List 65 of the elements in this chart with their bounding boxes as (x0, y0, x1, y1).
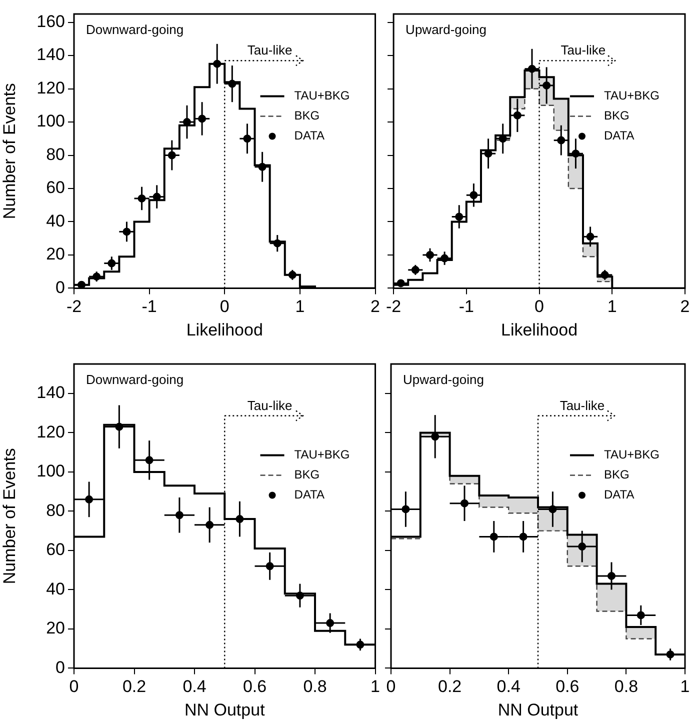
y-tick-label: 100 (36, 462, 65, 481)
x-tick-label: 0 (69, 677, 79, 696)
y-tick-label: 20 (46, 618, 65, 638)
text: Downward-going (86, 22, 184, 38)
legend-label: TAU+BKG (604, 88, 660, 103)
y-tick-label: 160 (36, 12, 65, 31)
y-tick-label: 120 (36, 422, 65, 442)
y-tick-label: 20 (46, 244, 65, 264)
legend-label: DATA (604, 128, 634, 143)
x-axis-title: Likelihood (186, 320, 263, 340)
x-tick-label: 0.4 (182, 677, 206, 696)
x-axis-title: Likelihood (501, 320, 578, 340)
y-tick-label: 120 (36, 78, 65, 98)
y-tick-label: 40 (46, 579, 65, 598)
legend-label: BKG (604, 108, 630, 123)
text: Downward-going (86, 372, 184, 388)
x-tick-label: 0 (386, 677, 396, 696)
legend-label: TAU+BKG (294, 448, 350, 462)
x-tick-label: 2 (370, 297, 380, 316)
y-axis-title: Number of Events (0, 83, 19, 220)
legend-label: BKG (294, 468, 320, 482)
y-tick-label: 60 (46, 178, 65, 198)
text: Upward-going (403, 372, 484, 388)
legend-label: DATA (294, 128, 325, 143)
x-tick-label: 1 (680, 677, 690, 696)
x-tick-label: 0.2 (438, 677, 462, 696)
legend-label: DATA (604, 488, 634, 502)
x-tick-label: -1 (142, 297, 157, 316)
y-tick-label: 80 (46, 144, 65, 164)
legend-label: TAU+BKG (294, 88, 350, 103)
ref-line-label: Tau-like (247, 398, 292, 413)
x-tick-label: 0.2 (122, 677, 146, 696)
x-tick-label: -2 (66, 297, 82, 316)
y-tick-label: 0 (56, 278, 65, 297)
x-tick-label: -2 (386, 297, 402, 316)
x-tick-label: 1 (607, 297, 617, 316)
legend-label: DATA (294, 488, 325, 502)
y-tick-label: 140 (36, 383, 65, 402)
x-axis-title: NN Output (498, 700, 578, 720)
x-tick-label: 1 (295, 297, 305, 316)
legend-label: TAU+BKG (604, 448, 660, 462)
x-axis-title: NN Output (184, 700, 266, 720)
y-tick-label: 80 (46, 500, 65, 520)
x-tick-label: -1 (458, 297, 474, 316)
text: Upward-going (406, 22, 486, 38)
x-tick-label: 0.8 (614, 677, 638, 696)
y-tick-label: 40 (46, 211, 65, 230)
y-tick-label: 140 (36, 45, 65, 64)
x-tick-label: 0.6 (242, 677, 267, 696)
x-tick-label: 0.4 (496, 677, 520, 696)
ref-line-label: Tau-like (247, 42, 292, 58)
y-tick-label: 0 (56, 658, 65, 677)
y-tick-label: 100 (36, 112, 65, 131)
x-tick-label: 1 (370, 677, 380, 696)
x-tick-label: 0 (220, 297, 230, 316)
ref-line-label: Tau-like (560, 42, 606, 58)
legend-label: BKG (294, 108, 320, 123)
ref-line-label: Tau-like (560, 398, 605, 413)
x-tick-label: 0.6 (556, 677, 580, 696)
y-axis-title: Number of Events (0, 448, 19, 584)
x-tick-label: 0 (534, 297, 544, 316)
y-tick-label: 60 (46, 540, 65, 560)
legend-label: BKG (604, 468, 630, 482)
x-tick-label: 2 (680, 297, 690, 316)
x-tick-label: 0.8 (303, 677, 327, 696)
